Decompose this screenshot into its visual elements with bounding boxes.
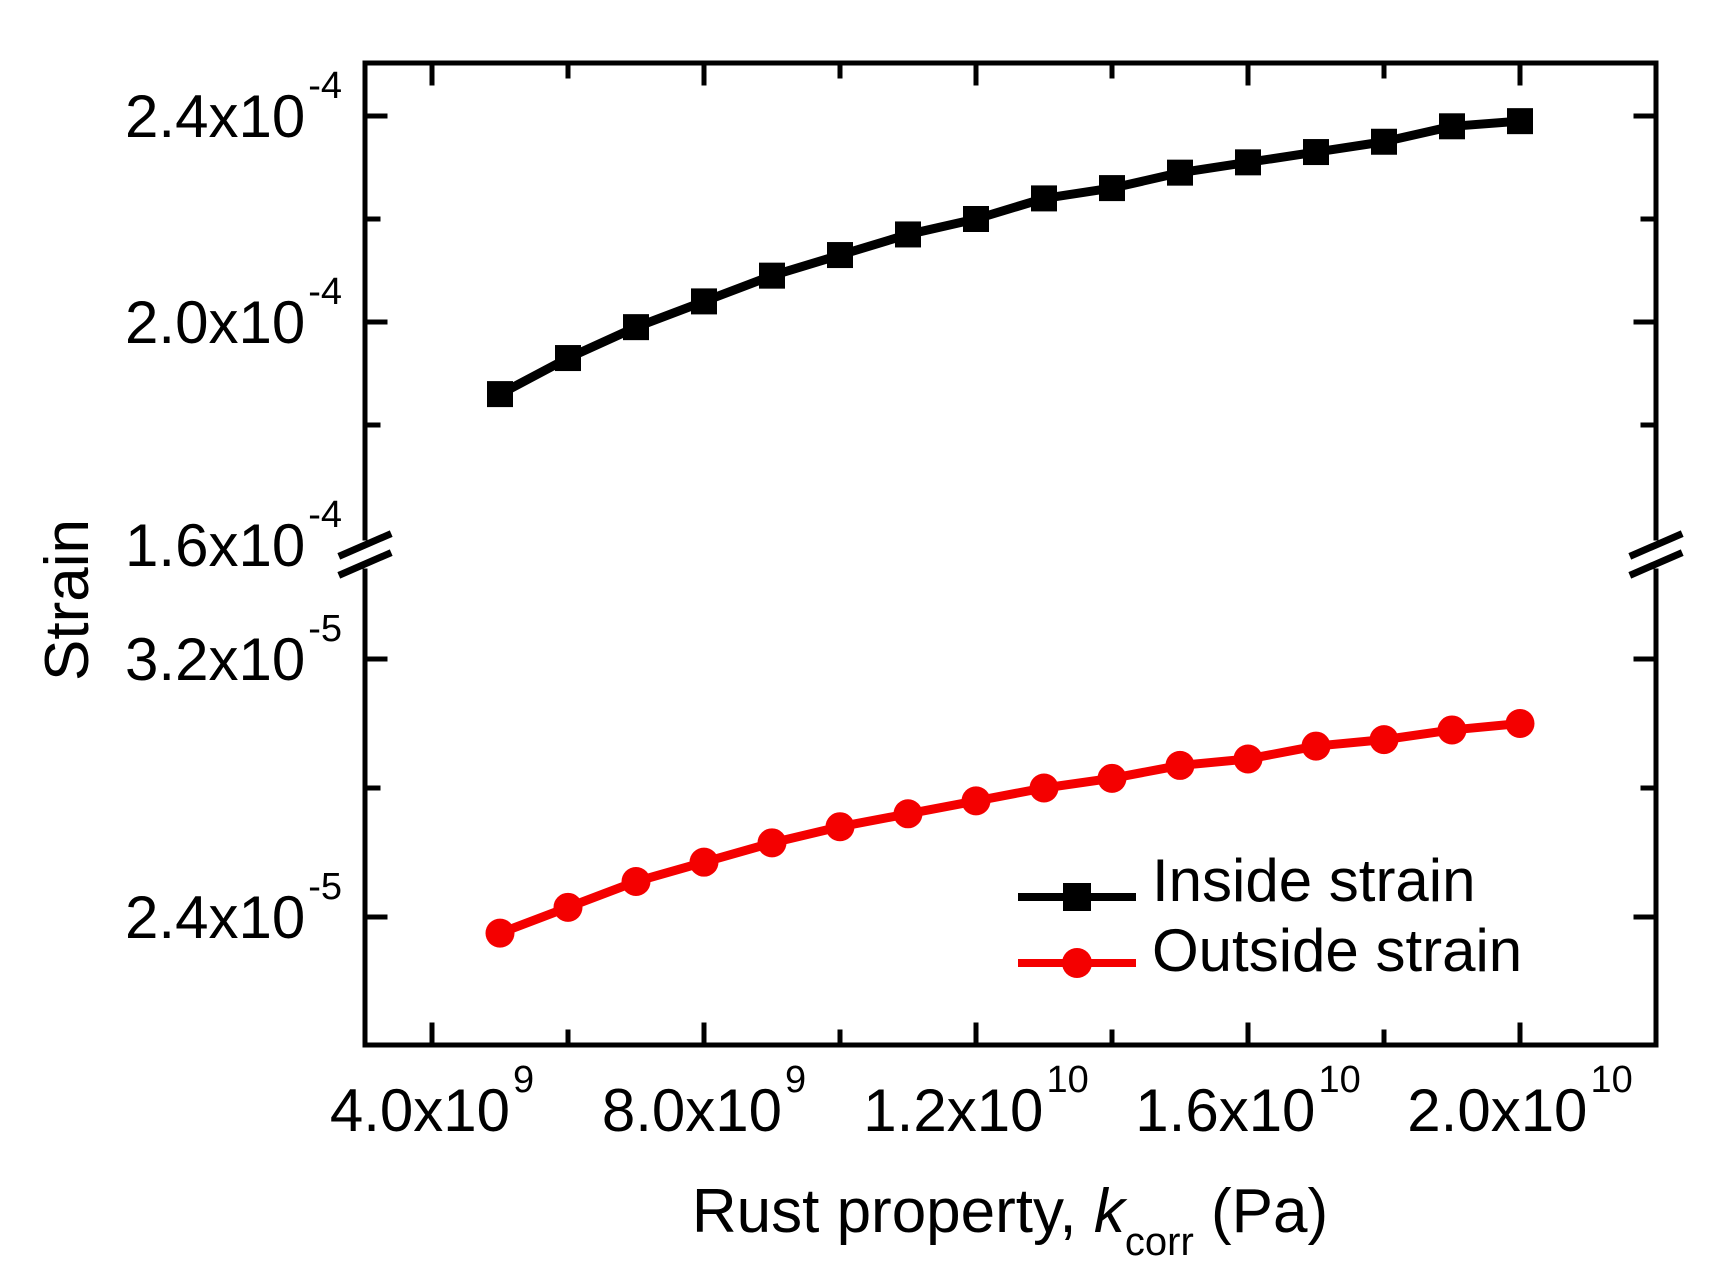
- data-point-circle-outside-strain: [1369, 725, 1399, 755]
- x-tick-base: 2.0x10: [1407, 1077, 1588, 1144]
- data-point-circle-outside-strain: [961, 786, 991, 816]
- y-axis-title: Strain: [33, 519, 102, 681]
- data-point-square-inside-strain: [963, 206, 989, 232]
- data-point-circle-outside-strain: [757, 828, 787, 858]
- x-tick-exponent: 10: [1046, 1059, 1089, 1101]
- y-tick-exponent: -4: [308, 271, 342, 313]
- x-tick-base: 8.0x10: [601, 1077, 783, 1144]
- legend-marker-circle: [1062, 948, 1092, 978]
- axis-break-mark: [337, 549, 393, 579]
- x-tick-label-1.2e10: 1.2x1010: [863, 1059, 1088, 1149]
- axis-break-mark: [337, 530, 393, 560]
- x-tick-exponent: 9: [785, 1059, 807, 1101]
- data-point-square-inside-strain: [1303, 139, 1329, 166]
- x-tick-exponent: 9: [513, 1059, 535, 1101]
- data-point-circle-outside-strain: [1301, 731, 1331, 761]
- legend-entry-inside-strain: Inside strain: [1152, 847, 1476, 914]
- data-point-circle-outside-strain: [1165, 750, 1195, 780]
- x-tick-label-2.0e10: 2.0x1010: [1407, 1059, 1632, 1149]
- y-tick-base: 2.0x10: [125, 289, 306, 356]
- data-point-square-inside-strain: [691, 288, 717, 315]
- x-tick-label-8.0e9: 8.0x109: [602, 1059, 806, 1149]
- data-point-circle-outside-strain: [1097, 763, 1127, 793]
- y-tick-base: 3.2x10: [125, 626, 306, 693]
- data-point-circle-outside-strain: [893, 799, 923, 829]
- data-point-square-inside-strain: [1371, 128, 1397, 155]
- x-tick-base: 4.0x10: [329, 1077, 511, 1144]
- y-tick-label-2.0e-4: 2.0x10-4: [125, 271, 342, 361]
- data-point-square-inside-strain: [1439, 113, 1465, 140]
- legend-marker-square: [1063, 883, 1091, 911]
- data-point-circle-outside-strain: [485, 918, 515, 948]
- x-tick-label-1.6e10: 1.6x1010: [1135, 1059, 1360, 1149]
- data-point-square-inside-strain: [759, 262, 785, 289]
- x-tick-base: 1.2x10: [863, 1077, 1044, 1144]
- legend-entry-outside-strain: Outside strain: [1152, 917, 1523, 984]
- y-tick-exponent: -5: [308, 608, 342, 650]
- y-tick-base: 1.6x10: [125, 512, 306, 579]
- data-point-circle-outside-strain: [689, 847, 719, 877]
- y-tick-base: 2.4x10: [125, 83, 306, 150]
- data-point-square-inside-strain: [1507, 108, 1533, 135]
- data-point-square-inside-strain: [623, 314, 649, 341]
- axis-break-mark: [1628, 549, 1684, 579]
- y-tick-label-1.6e-4: 1.6x10-4: [125, 494, 342, 584]
- data-point-square-inside-strain: [895, 221, 921, 248]
- data-point-square-inside-strain: [1099, 175, 1125, 202]
- data-point-circle-outside-strain: [1505, 709, 1535, 738]
- data-point-circle-outside-strain: [1233, 744, 1263, 774]
- data-point-circle-outside-strain: [1029, 773, 1059, 803]
- x-tick-exponent: 10: [1318, 1059, 1361, 1101]
- data-point-circle-outside-strain: [825, 812, 855, 842]
- axis-break-mark: [1628, 530, 1684, 560]
- data-point-circle-outside-strain: [1437, 715, 1467, 745]
- series-line-inside-strain: [497, 116, 1521, 399]
- y-tick-exponent: -5: [308, 866, 342, 908]
- data-point-square-inside-strain: [1167, 159, 1193, 186]
- y-tick-label-3.2e-5: 3.2x10-5: [125, 608, 342, 698]
- x-tick-label-4.0e9: 4.0x109: [330, 1059, 534, 1149]
- y-tick-label-2.4e-5: 2.4x10-5: [125, 866, 342, 956]
- data-point-circle-outside-strain: [621, 867, 651, 897]
- x-tick-base: 1.6x10: [1135, 1077, 1316, 1144]
- data-point-square-inside-strain: [555, 345, 581, 372]
- x-tick-exponent: 10: [1590, 1059, 1633, 1101]
- series-line-outside-strain: [498, 719, 1521, 938]
- data-point-square-inside-strain: [1235, 149, 1261, 176]
- data-point-circle-outside-strain: [553, 892, 583, 922]
- data-point-square-inside-strain: [827, 242, 853, 269]
- x-axis-title-text: Rust property,: [691, 1177, 1094, 1246]
- y-tick-exponent: -4: [308, 65, 342, 107]
- y-tick-exponent: -4: [308, 494, 342, 536]
- x-axis-title-units: (Pa): [1193, 1177, 1329, 1246]
- y-tick-label-2.4e-4: 2.4x10-4: [125, 65, 342, 155]
- data-point-square-inside-strain: [1031, 185, 1057, 212]
- x-axis-title-symbol: k: [1093, 1177, 1125, 1246]
- x-axis-title: Rust property, kcorr (Pa): [692, 1181, 1328, 1265]
- x-axis-title-subscript: corr: [1124, 1220, 1194, 1264]
- data-point-square-inside-strain: [487, 381, 513, 408]
- y-tick-base: 2.4x10: [125, 884, 306, 951]
